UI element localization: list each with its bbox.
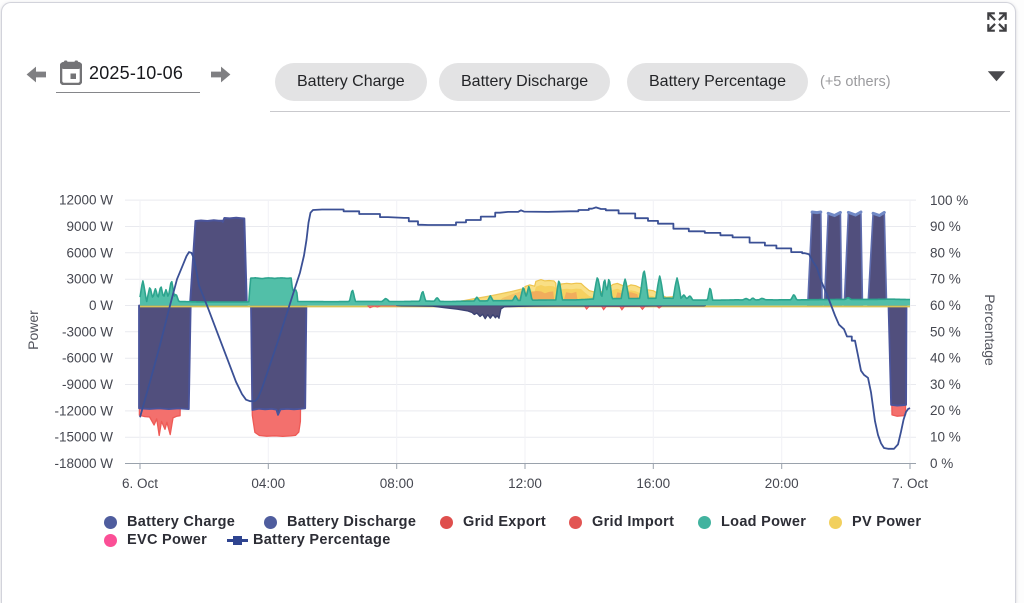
svg-text:Power: Power: [25, 310, 41, 350]
svg-text:20 %: 20 %: [930, 403, 961, 418]
svg-text:04:00: 04:00: [251, 476, 285, 491]
svg-text:50 %: 50 %: [930, 324, 961, 339]
svg-text:20:00: 20:00: [765, 476, 799, 491]
svg-text:12000 W: 12000 W: [59, 193, 113, 208]
svg-text:3000 W: 3000 W: [66, 272, 113, 287]
svg-text:08:00: 08:00: [380, 476, 414, 491]
svg-text:60 %: 60 %: [930, 298, 961, 313]
svg-text:12:00: 12:00: [508, 476, 542, 491]
svg-text:7. Oct: 7. Oct: [892, 476, 928, 491]
svg-text:6000 W: 6000 W: [66, 245, 113, 260]
svg-text:-6000 W: -6000 W: [62, 351, 113, 366]
svg-text:0 %: 0 %: [930, 456, 953, 471]
svg-text:Percentage: Percentage: [982, 294, 998, 366]
svg-text:9000 W: 9000 W: [66, 219, 113, 234]
svg-text:-3000 W: -3000 W: [62, 324, 113, 339]
svg-text:30 %: 30 %: [930, 377, 961, 392]
svg-text:70 %: 70 %: [930, 272, 961, 287]
svg-text:-9000 W: -9000 W: [62, 377, 113, 392]
svg-text:-18000 W: -18000 W: [54, 456, 113, 471]
svg-text:90 %: 90 %: [930, 219, 961, 234]
svg-text:-15000 W: -15000 W: [54, 430, 113, 445]
svg-text:16:00: 16:00: [636, 476, 670, 491]
svg-text:40 %: 40 %: [930, 351, 961, 366]
svg-text:6. Oct: 6. Oct: [122, 476, 158, 491]
svg-text:100 %: 100 %: [930, 193, 968, 208]
svg-text:10 %: 10 %: [930, 430, 961, 445]
svg-text:-12000 W: -12000 W: [54, 403, 113, 418]
svg-text:80 %: 80 %: [930, 245, 961, 260]
svg-text:0 W: 0 W: [89, 298, 113, 313]
